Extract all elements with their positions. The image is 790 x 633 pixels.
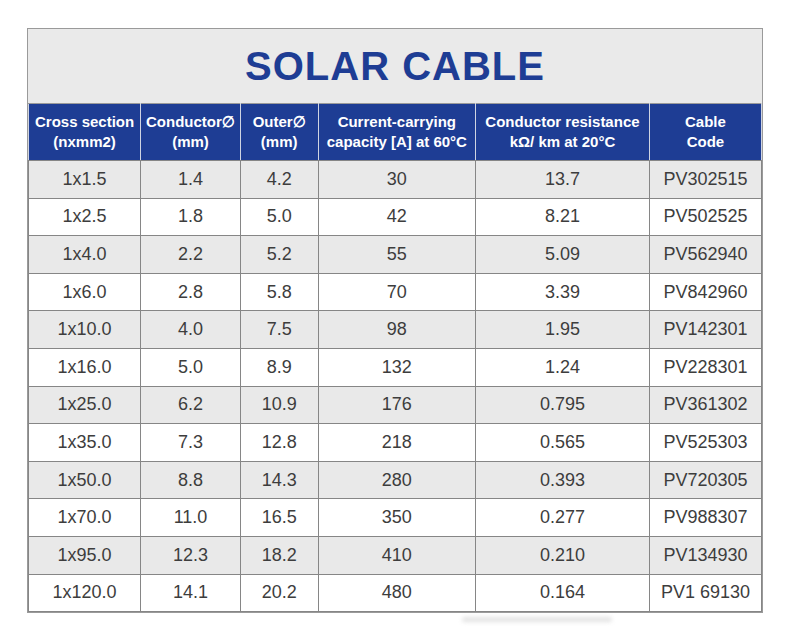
table-cell: 20.2 xyxy=(240,574,318,612)
table-cell: 5.8 xyxy=(240,273,318,311)
table-cell: PV842960 xyxy=(649,273,761,311)
table-cell: PV134930 xyxy=(649,536,761,574)
table-cell: 1.95 xyxy=(476,311,650,349)
column-header-current-capacity: Current-carrying capacity [A] at 60°C xyxy=(318,104,476,161)
table-cell: 1x10.0 xyxy=(29,311,141,349)
table-cell: 12.3 xyxy=(141,536,241,574)
table-cell: 7.3 xyxy=(141,424,241,462)
table-cell: PV720305 xyxy=(649,461,761,499)
table-cell: PV302515 xyxy=(649,161,761,199)
table-cell: 1x120.0 xyxy=(29,574,141,612)
table-row: 1x2.51.85.0428.21PV502525 xyxy=(29,198,762,236)
table-cell: 16.5 xyxy=(240,499,318,537)
table-cell: 280 xyxy=(318,461,476,499)
table-cell: 0.164 xyxy=(476,574,650,612)
table-cell: 8.21 xyxy=(476,198,650,236)
table-cell: 5.0 xyxy=(240,198,318,236)
table-row: 1x16.05.08.91321.24PV228301 xyxy=(29,348,762,386)
table-cell: 1x25.0 xyxy=(29,386,141,424)
table-cell: 2.8 xyxy=(141,273,241,311)
table-cell: 10.9 xyxy=(240,386,318,424)
table-cell: 1x50.0 xyxy=(29,461,141,499)
table-body: 1x1.51.44.23013.7PV3025151x2.51.85.0428.… xyxy=(29,161,762,612)
table-cell: 2.2 xyxy=(141,236,241,274)
table-cell: 8.9 xyxy=(240,348,318,386)
table-cell: 14.1 xyxy=(141,574,241,612)
table-cell: 1x16.0 xyxy=(29,348,141,386)
table-shadow xyxy=(462,617,612,622)
column-header-cross-section: Cross section (nxmm2) xyxy=(29,104,141,161)
table-cell: 18.2 xyxy=(240,536,318,574)
table-cell: PV361302 xyxy=(649,386,761,424)
table-row: 1x25.06.210.91760.795PV361302 xyxy=(29,386,762,424)
table-cell: 42 xyxy=(318,198,476,236)
table-cell: 30 xyxy=(318,161,476,199)
table-cell: 70 xyxy=(318,273,476,311)
table-cell: 5.2 xyxy=(240,236,318,274)
table-cell: PV228301 xyxy=(649,348,761,386)
table-cell: 218 xyxy=(318,424,476,462)
table-cell: PV525303 xyxy=(649,424,761,462)
table-cell: 1x70.0 xyxy=(29,499,141,537)
table-row: 1x6.02.85.8703.39PV842960 xyxy=(29,273,762,311)
table-cell: 98 xyxy=(318,311,476,349)
page-title: SOLAR CABLE xyxy=(245,46,545,86)
column-header-conductor-resistance: Conductor resistance kΩ/ km at 20°C xyxy=(476,104,650,161)
table-cell: 1.4 xyxy=(141,161,241,199)
table-cell: 1.24 xyxy=(476,348,650,386)
column-header-conductor-diameter: Conductor∅ (mm) xyxy=(141,104,241,161)
table-cell: 55 xyxy=(318,236,476,274)
table-cell: 480 xyxy=(318,574,476,612)
table-cell: 1.8 xyxy=(141,198,241,236)
table-cell: 1x6.0 xyxy=(29,273,141,311)
table-cell: PV562940 xyxy=(649,236,761,274)
table-cell: PV142301 xyxy=(649,311,761,349)
table-cell: 0.277 xyxy=(476,499,650,537)
table-cell: 6.2 xyxy=(141,386,241,424)
table-cell: 132 xyxy=(318,348,476,386)
table-cell: 13.7 xyxy=(476,161,650,199)
table-row: 1x120.014.120.24800.164PV1 69130 xyxy=(29,574,762,612)
table-cell: 5.09 xyxy=(476,236,650,274)
table-header-row: Cross section (nxmm2) Conductor∅ (mm) Ou… xyxy=(29,104,762,161)
table-cell: 1x1.5 xyxy=(29,161,141,199)
table-cell: 4.2 xyxy=(240,161,318,199)
table-row: 1x10.04.07.5981.95PV142301 xyxy=(29,311,762,349)
table-row: 1x95.012.318.24100.210PV134930 xyxy=(29,536,762,574)
table-cell: 0.210 xyxy=(476,536,650,574)
table-row: 1x70.011.016.53500.277PV988307 xyxy=(29,499,762,537)
table-cell: 4.0 xyxy=(141,311,241,349)
table-cell: 8.8 xyxy=(141,461,241,499)
table-row: 1x50.08.814.32800.393PV720305 xyxy=(29,461,762,499)
solar-cable-spec-card: SOLAR CABLE Cross section (nxmm2) Conduc… xyxy=(27,28,763,613)
table-cell: 0.795 xyxy=(476,386,650,424)
table-cell: 3.39 xyxy=(476,273,650,311)
table-cell: 5.0 xyxy=(141,348,241,386)
table-cell: 1x4.0 xyxy=(29,236,141,274)
table-cell: 14.3 xyxy=(240,461,318,499)
table-cell: PV988307 xyxy=(649,499,761,537)
table-cell: 176 xyxy=(318,386,476,424)
table-cell: 7.5 xyxy=(240,311,318,349)
column-header-cable-code: Cable Code xyxy=(649,104,761,161)
table-cell: 12.8 xyxy=(240,424,318,462)
table-row: 1x1.51.44.23013.7PV302515 xyxy=(29,161,762,199)
table-cell: PV1 69130 xyxy=(649,574,761,612)
table-cell: 11.0 xyxy=(141,499,241,537)
table-cell: 410 xyxy=(318,536,476,574)
column-header-outer-diameter: Outer∅ (mm) xyxy=(240,104,318,161)
table-cell: 350 xyxy=(318,499,476,537)
table-cell: 1x2.5 xyxy=(29,198,141,236)
table-row: 1x35.07.312.82180.565PV525303 xyxy=(29,424,762,462)
title-band: SOLAR CABLE xyxy=(28,29,762,103)
table-cell: 1x95.0 xyxy=(29,536,141,574)
solar-cable-table: Cross section (nxmm2) Conductor∅ (mm) Ou… xyxy=(28,103,762,612)
table-row: 1x4.02.25.2555.09PV562940 xyxy=(29,236,762,274)
table-cell: 1x35.0 xyxy=(29,424,141,462)
table-cell: 0.565 xyxy=(476,424,650,462)
table-cell: PV502525 xyxy=(649,198,761,236)
table-cell: 0.393 xyxy=(476,461,650,499)
